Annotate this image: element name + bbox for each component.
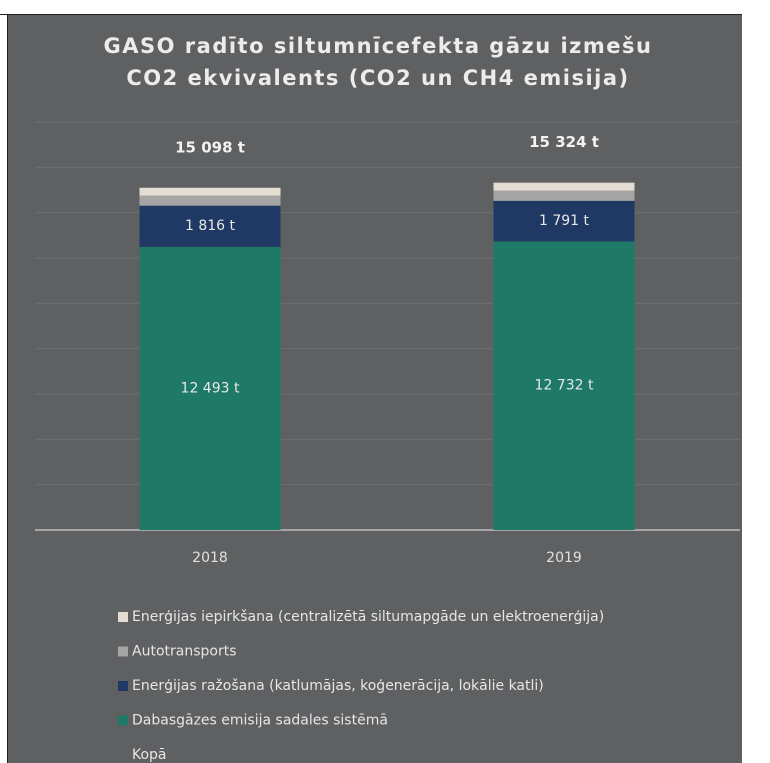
chart-title: GASO radīto siltumnīcefekta gāzu izmešu [104, 34, 653, 58]
total-label: 15 324 t [529, 133, 599, 151]
data-label: 12 732 t [535, 378, 594, 394]
legend-label: Enerģijas iepirkšana (centralizētā siltu… [132, 609, 604, 625]
bar-segment [139, 195, 281, 206]
legend-label: Autotransports [132, 644, 237, 660]
legend-swatch [118, 681, 128, 691]
data-label: 12 493 t [181, 380, 240, 396]
bar-segment [139, 187, 281, 196]
bar-segment [139, 205, 281, 247]
bar-segment [493, 200, 635, 242]
bar-segment [493, 241, 635, 530]
x-tick-label: 2019 [546, 550, 582, 566]
legend-label: Kopā [132, 747, 167, 763]
legend-label: Dabasgāzes emisija sadales sistēmā [132, 713, 388, 729]
bar-segment [493, 182, 635, 191]
x-tick-label: 2018 [192, 550, 228, 566]
chart-title: CO2 ekvivalents (CO2 un CH4 emisija) [126, 66, 629, 90]
legend-swatch [118, 715, 128, 726]
total-label: 15 098 t [175, 138, 245, 156]
data-label: 1 816 t [185, 218, 236, 234]
legend-swatch [118, 646, 128, 657]
bar-segment [493, 190, 635, 201]
bar-segment [139, 246, 281, 531]
legend-label: Enerģijas ražošana (katlumājas, koģenerā… [132, 678, 544, 694]
data-label: 1 791 t [539, 213, 590, 229]
legend-swatch [118, 612, 128, 622]
